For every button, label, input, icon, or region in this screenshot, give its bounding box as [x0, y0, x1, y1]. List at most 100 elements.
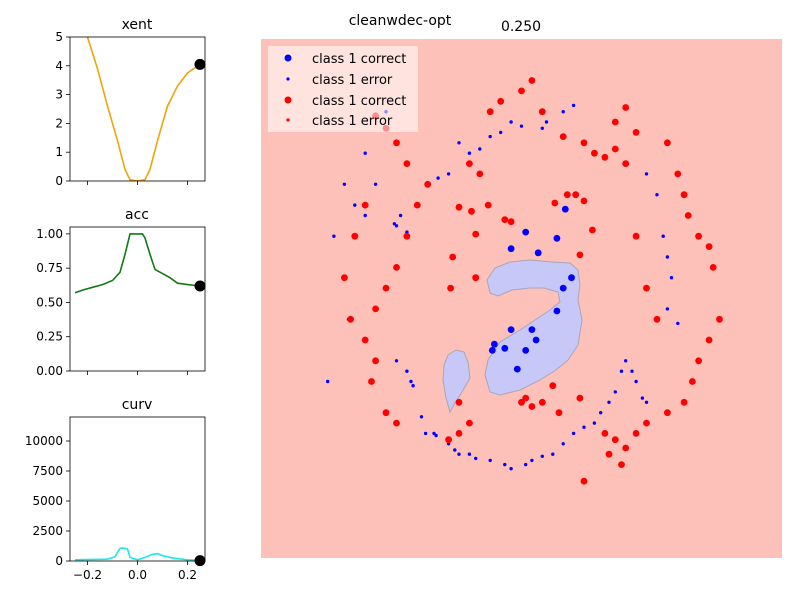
scatter-point-series-2: [695, 357, 702, 365]
acc-ytick-label: 0.00: [36, 364, 63, 378]
scatter-point-series-1: [363, 213, 367, 218]
scatter-point-series-2: [468, 207, 475, 215]
xent-ytick-label: 1: [55, 145, 63, 159]
scatter-point-series-1: [419, 415, 424, 419]
scatter-point-series-1: [655, 193, 659, 197]
scatter-point-series-2: [680, 398, 688, 406]
scatter-point-series-1: [457, 141, 461, 145]
scatter-point-series-2: [695, 232, 702, 240]
scatter-point-series-2: [580, 197, 588, 205]
scatter-point-series-1: [342, 182, 347, 186]
scatter-point-series-1: [411, 384, 415, 388]
scatter-point-series-2: [538, 398, 546, 406]
scatter-point-series-1: [619, 369, 624, 373]
scatter-point-series-2: [576, 251, 584, 259]
curv-current-marker: [194, 555, 206, 567]
scatter-point-series-1: [630, 369, 634, 373]
scatter-point-series-1: [519, 124, 524, 128]
scatter-point-series-0: [522, 347, 530, 354]
scatter-point-series-2: [382, 409, 390, 417]
scatter-point-series-0: [507, 245, 515, 253]
scatter-point-series-2: [484, 201, 492, 209]
scatter-point-series-0: [491, 340, 498, 348]
scatter-point-series-2: [580, 477, 588, 485]
xent-current-marker: [194, 58, 206, 70]
scatter-point-series-2: [674, 170, 682, 178]
acc-ytick-label: 0.50: [36, 295, 63, 309]
scatter-point-series-0: [528, 326, 536, 333]
scatter-point-series-1: [453, 448, 457, 452]
scatter-point-series-2: [361, 201, 369, 209]
curv-axes-frame: [69, 416, 206, 562]
scatter-point-series-1: [544, 120, 549, 124]
legend-label-3: class 1 error: [312, 114, 393, 129]
scatter-point-series-1: [478, 147, 482, 151]
scatter-point-series-1: [398, 213, 403, 218]
scatter-point-series-1: [644, 400, 649, 404]
curv-series-line: [74, 547, 201, 561]
scatter-point-series-2: [518, 87, 525, 95]
scatter-point-series-2: [705, 243, 713, 251]
scatter-point-series-2: [447, 284, 454, 292]
scatter-point-series-2: [538, 108, 546, 116]
acc-panel: acc 0.00 0.25 0.50 0.75 1.00: [36, 207, 206, 378]
scatter-point-series-1: [665, 307, 670, 311]
scatter-point-series-0: [568, 274, 575, 282]
acc-axes-frame: [69, 226, 206, 372]
scatter-point-series-1: [634, 379, 638, 384]
scatter-point-series-1: [607, 400, 611, 404]
scatter-point-series-2: [555, 409, 563, 417]
legend-marker-1: [286, 77, 290, 81]
scatter-point-series-1: [394, 359, 399, 363]
scatter-point-series-2: [605, 450, 613, 458]
scatter-point-series-1: [332, 234, 336, 238]
scatter-point-series-2: [403, 232, 411, 240]
scatter-point-series-0: [488, 347, 496, 354]
scatter-point-series-2: [653, 315, 661, 323]
scatter-point-series-2: [403, 160, 411, 168]
scatter-point-series-2: [716, 315, 723, 323]
scatter-point-series-1: [467, 452, 472, 456]
scatter-point-series-2: [361, 336, 369, 344]
scatter-point-series-2: [368, 378, 375, 385]
legend-label-2: class 1 correct: [312, 94, 406, 109]
scatter-point-series-2: [611, 118, 619, 126]
scatter-point-series-1: [436, 176, 440, 180]
curv-xtick-label: 0.2: [178, 568, 197, 582]
scatter-point-series-0: [532, 336, 540, 344]
scatter-point-series-2: [622, 160, 630, 168]
scatter-point-series-2: [680, 191, 688, 199]
acc-title: acc: [125, 207, 149, 223]
scatter-point-series-2: [622, 444, 630, 452]
scatter-point-series-2: [601, 430, 609, 437]
scatter-point-series-0: [522, 228, 530, 236]
xent-panel: xent 0 1 2 3 4 5: [55, 17, 206, 188]
scatter-point-series-2: [528, 77, 536, 84]
scatter-point-series-2: [589, 226, 596, 234]
scatter-point-series-1: [644, 172, 649, 176]
scatter-point-series-1: [540, 454, 544, 458]
scatter-point-series-2: [664, 409, 671, 417]
scatter-point-series-2: [705, 336, 713, 344]
xent-title: xent: [122, 17, 153, 33]
curv-ytick-label: 5000: [32, 494, 63, 508]
scatter-point-series-2: [507, 218, 515, 226]
scatter-point-series-1: [540, 126, 544, 130]
xent-ytick-label: 3: [55, 88, 63, 102]
curv-xtick-label: 0.0: [128, 568, 147, 582]
scatter-point-series-0: [534, 249, 542, 257]
scatter-point-series-2: [501, 216, 509, 224]
scatter-point-series-2: [455, 398, 463, 406]
scatter-point-series-1: [571, 103, 576, 108]
scatter-point-series-1: [661, 234, 665, 238]
scatter-point-series-0: [513, 365, 521, 373]
legend-marker-0: [284, 54, 292, 62]
scatter-point-series-2: [528, 403, 536, 410]
scatter-point-series-1: [599, 411, 603, 415]
scatter-point-series-1: [509, 467, 513, 471]
curv-title: curv: [122, 397, 153, 413]
scatter-point-series-2: [601, 153, 609, 161]
scatter-point-series-2: [372, 305, 379, 313]
xent-plot: 0 1 2 3 4 5: [55, 30, 206, 188]
xent-ytick-label: 4: [55, 59, 63, 73]
